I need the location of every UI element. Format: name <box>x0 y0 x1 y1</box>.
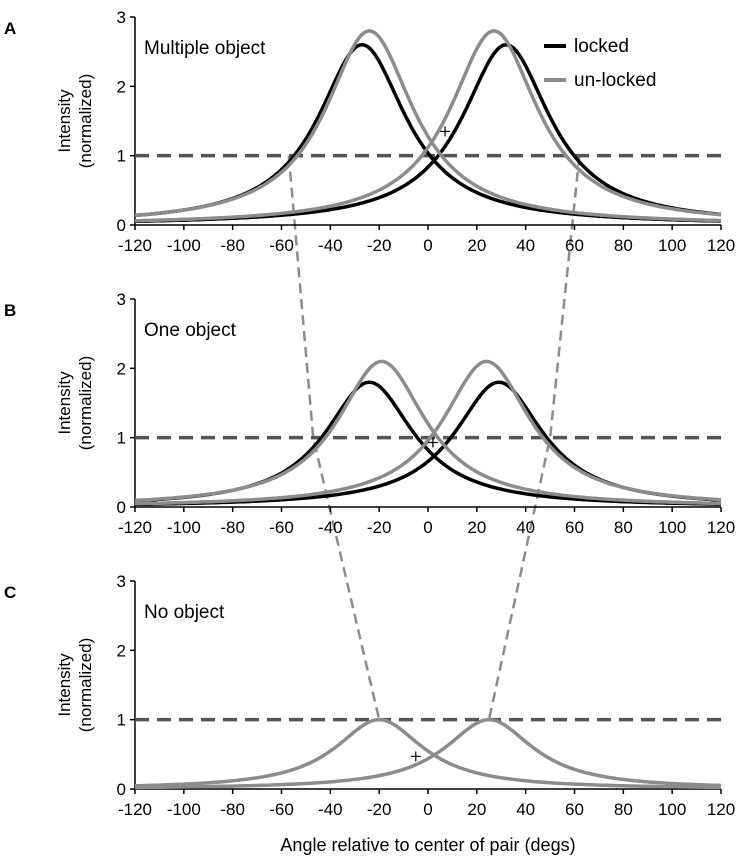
panel-title: No object <box>144 602 225 623</box>
x-tick-label: -100 <box>167 236 201 255</box>
panel-letter: B <box>4 301 16 320</box>
y-axis-label: Intensity (normalized) <box>55 638 95 732</box>
panel-letter: C <box>4 583 16 602</box>
y-tick-label: 0 <box>117 216 126 235</box>
panel-letter: A <box>4 19 16 38</box>
y-tick-label: 2 <box>117 77 126 96</box>
panel-c: C Intensity (normalized) 0 1 2 3 -120 -100 -80 -60… <box>4 572 735 819</box>
x-tick-label: -80 <box>220 518 245 537</box>
y-axis-label-line1: Intensity <box>55 653 74 717</box>
legend-label-unlocked: un-locked <box>574 70 656 91</box>
panel-a: A Intensity (normalized) 0 1 2 3 -120 -100 -80 -60… <box>4 8 735 255</box>
x-tick-label: -20 <box>367 236 392 255</box>
legend-label-locked: locked <box>574 36 629 57</box>
y-axis-label-line1: Intensity <box>55 89 74 153</box>
crossing-marker <box>410 751 421 762</box>
panel-title: Multiple object <box>144 38 266 59</box>
x-tick-label: 0 <box>423 236 432 255</box>
y-tick-label: 0 <box>117 498 126 517</box>
y-tick-label: 1 <box>117 429 126 448</box>
x-tick-label: 40 <box>516 518 535 537</box>
y-tick-label: 1 <box>117 711 126 730</box>
y-axis-label-line2: (normalized) <box>76 356 95 450</box>
x-tick-label: -20 <box>367 518 392 537</box>
x-tick-label: 100 <box>658 518 686 537</box>
x-tick-label: 100 <box>658 800 686 819</box>
x-tick-label: 20 <box>467 800 486 819</box>
panel-title: One object <box>144 320 237 341</box>
x-tick-label: -120 <box>118 518 152 537</box>
y-tick-label: 3 <box>117 290 126 309</box>
crossing-marker <box>427 437 438 448</box>
x-tick-label: 60 <box>565 236 584 255</box>
x-tick-label: 80 <box>614 236 633 255</box>
x-axis-label: Angle relative to center of pair (degs) <box>280 835 575 855</box>
y-tick-label: 0 <box>117 780 126 799</box>
y-tick-label: 1 <box>117 147 126 166</box>
x-tick-label: -120 <box>118 800 152 819</box>
unlocked-curve-left <box>134 29 722 223</box>
x-tick-label: 100 <box>658 236 686 255</box>
y-tick-label: 3 <box>117 8 126 27</box>
unlocked-curve-right <box>134 359 722 506</box>
legend: locked un-locked <box>544 36 656 91</box>
y-tick-label: 3 <box>117 572 126 591</box>
x-tick-label: -40 <box>318 236 343 255</box>
x-tick-label: -100 <box>167 518 201 537</box>
x-tick-label: 80 <box>614 518 633 537</box>
y-axis-label-line2: (normalized) <box>76 638 95 732</box>
unlocked-curve-left <box>134 359 721 506</box>
x-tick-label: -120 <box>118 236 152 255</box>
x-tick-label: 80 <box>614 800 633 819</box>
x-tick-label: -60 <box>269 518 294 537</box>
x-tick-label: -40 <box>318 518 343 537</box>
x-tick-label: -60 <box>269 236 294 255</box>
unlocked-curve-left <box>134 717 721 790</box>
x-tick-label: -100 <box>167 800 201 819</box>
x-tick-label: 120 <box>707 518 735 537</box>
y-axis-label-line1: Intensity <box>55 371 74 435</box>
x-tick-label: -80 <box>220 800 245 819</box>
y-tick-label: 2 <box>117 359 126 378</box>
unlocked-curve-right <box>135 29 722 223</box>
x-tick-label: 0 <box>423 800 432 819</box>
x-tick-label: 40 <box>516 800 535 819</box>
x-tick-label: -60 <box>269 800 294 819</box>
x-tick-label: 20 <box>467 236 486 255</box>
y-axis-label: Intensity (normalized) <box>55 74 95 168</box>
x-tick-label: 60 <box>565 800 584 819</box>
unlocked-curve-right <box>135 717 722 790</box>
y-axis-label: Intensity (normalized) <box>55 356 95 450</box>
x-tick-label: 120 <box>707 800 735 819</box>
x-tick-label: -20 <box>367 800 392 819</box>
crossing-marker <box>440 126 451 137</box>
y-axis-label-line2: (normalized) <box>76 74 95 168</box>
x-tick-label: 120 <box>707 236 735 255</box>
x-tick-label: -40 <box>318 800 343 819</box>
x-tick-label: 40 <box>516 236 535 255</box>
panel-b: B Intensity (normalized) 0 1 2 3 -120 -100 -80 -60… <box>4 290 735 537</box>
y-tick-label: 2 <box>117 641 126 660</box>
x-tick-label: -80 <box>220 236 245 255</box>
x-tick-label: 20 <box>467 518 486 537</box>
x-tick-label: 0 <box>423 518 432 537</box>
x-tick-label: 60 <box>565 518 584 537</box>
